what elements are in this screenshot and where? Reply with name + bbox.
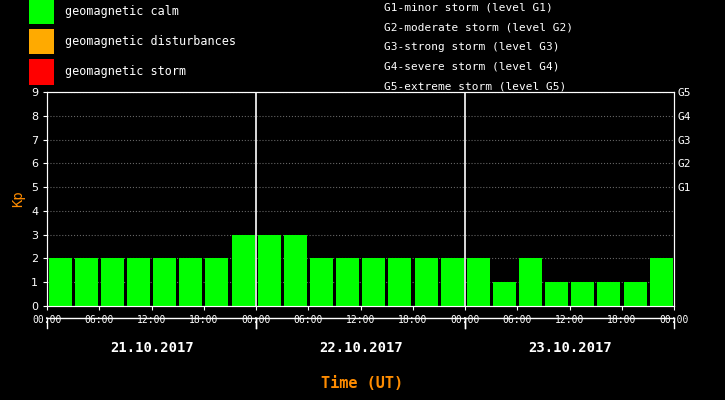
- Text: 21.10.2017: 21.10.2017: [109, 340, 194, 354]
- Text: G1-minor storm (level G1): G1-minor storm (level G1): [384, 2, 553, 12]
- Bar: [101, 258, 124, 306]
- Text: geomagnetic disturbances: geomagnetic disturbances: [65, 35, 236, 48]
- Bar: [257, 235, 281, 306]
- Text: G4-severe storm (level G4): G4-severe storm (level G4): [384, 62, 560, 72]
- Bar: [153, 258, 176, 306]
- Text: 22.10.2017: 22.10.2017: [319, 340, 402, 354]
- Bar: [571, 282, 594, 306]
- Text: 23.10.2017: 23.10.2017: [528, 340, 612, 354]
- Text: geomagnetic calm: geomagnetic calm: [65, 4, 179, 18]
- Bar: [389, 258, 411, 306]
- Bar: [29, 59, 54, 85]
- Bar: [127, 258, 150, 306]
- Bar: [29, 0, 54, 24]
- Bar: [49, 258, 72, 306]
- Y-axis label: Kp: Kp: [12, 191, 25, 207]
- Text: Time (UT): Time (UT): [321, 376, 404, 391]
- Bar: [231, 235, 254, 306]
- Bar: [467, 258, 490, 306]
- Bar: [205, 258, 228, 306]
- Bar: [519, 258, 542, 306]
- Text: geomagnetic storm: geomagnetic storm: [65, 65, 186, 78]
- Bar: [362, 258, 385, 306]
- Bar: [597, 282, 621, 306]
- Bar: [284, 235, 307, 306]
- Bar: [75, 258, 98, 306]
- Bar: [179, 258, 202, 306]
- Bar: [336, 258, 359, 306]
- Bar: [29, 28, 54, 54]
- Text: G5-extreme storm (level G5): G5-extreme storm (level G5): [384, 82, 566, 92]
- Bar: [415, 258, 437, 306]
- Bar: [650, 258, 673, 306]
- Bar: [441, 258, 464, 306]
- Text: G2-moderate storm (level G2): G2-moderate storm (level G2): [384, 22, 573, 32]
- Bar: [493, 282, 516, 306]
- Bar: [624, 282, 647, 306]
- Bar: [545, 282, 568, 306]
- Bar: [310, 258, 333, 306]
- Text: G3-strong storm (level G3): G3-strong storm (level G3): [384, 42, 560, 52]
